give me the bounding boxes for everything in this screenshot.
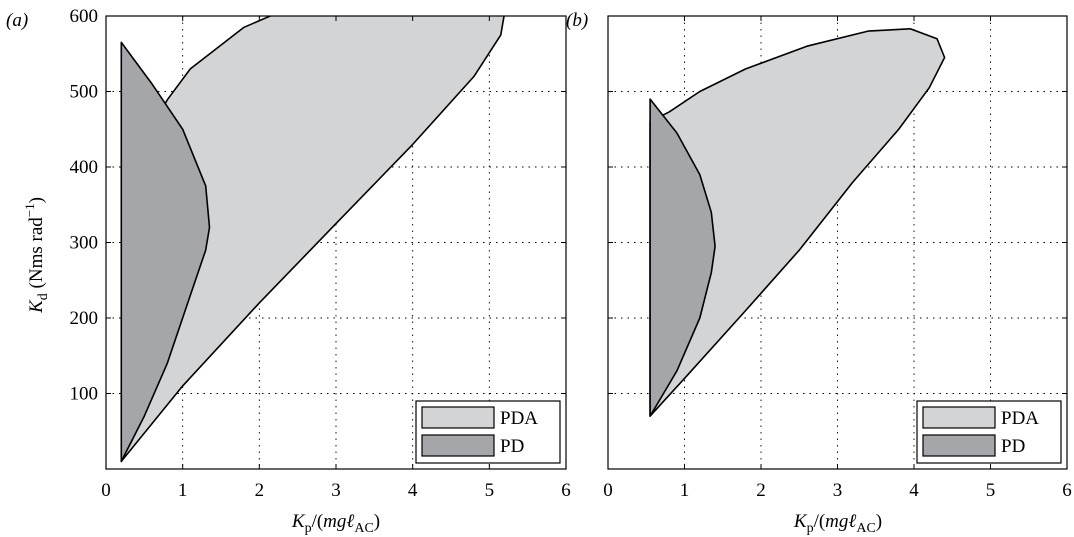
x-tick-label: 5 <box>485 480 495 501</box>
x-tick-label: 0 <box>101 480 111 501</box>
legend-swatch-pda <box>421 406 495 429</box>
x-tick-label: 4 <box>408 480 418 501</box>
x-tick-label: 5 <box>986 480 996 501</box>
x-tick-label: 1 <box>680 480 690 501</box>
x-tick-label: 6 <box>561 480 571 501</box>
region-pd <box>120 41 211 463</box>
panel-b: 0 1 2 3 4 5 6 (b) PDA PD <box>566 10 1072 501</box>
x-tick-label: 1 <box>178 480 188 501</box>
legend: PDA PD <box>916 400 1062 464</box>
legend-label-pd: PD <box>1001 436 1025 457</box>
y-tick-label: 300 <box>70 233 99 254</box>
x-axis-label-b: Kp/(mgℓAC) <box>793 511 882 536</box>
legend-swatch-pda <box>922 406 996 429</box>
x-tick-label: 0 <box>603 480 613 501</box>
x-axis-label-a: Kp/(mgℓAC) <box>291 511 380 536</box>
panel-a: 0 1 2 3 4 5 6 100 200 300 400 500 600 (a) PDA PD <box>6 6 571 501</box>
region-pda <box>120 16 505 463</box>
x-tick-label: 3 <box>833 480 843 501</box>
panel-label: (a) <box>6 10 28 31</box>
x-tick-label: 6 <box>1062 480 1072 501</box>
legend-label-pda: PDA <box>1001 408 1039 429</box>
legend-swatch-pd <box>421 434 495 457</box>
x-tick-label: 2 <box>756 480 766 501</box>
y-tick-label: 100 <box>70 384 99 405</box>
region-pda <box>649 28 946 417</box>
x-tick-label: 3 <box>331 480 341 501</box>
x-tick-label: 4 <box>909 480 919 501</box>
legend: PDA PD <box>415 400 561 464</box>
y-tick-label: 200 <box>70 308 99 329</box>
x-tick-label: 2 <box>255 480 265 501</box>
y-tick-label: 400 <box>70 157 99 178</box>
region-pd <box>649 98 716 417</box>
y-axis-label: Kd (Nms rad−1) <box>22 197 51 314</box>
legend-label-pda: PDA <box>500 408 538 429</box>
panel-label: (b) <box>566 10 588 31</box>
legend-swatch-pd <box>922 434 996 457</box>
y-tick-label: 500 <box>70 82 99 103</box>
y-tick-label: 600 <box>70 6 99 27</box>
legend-label-pd: PD <box>500 436 524 457</box>
